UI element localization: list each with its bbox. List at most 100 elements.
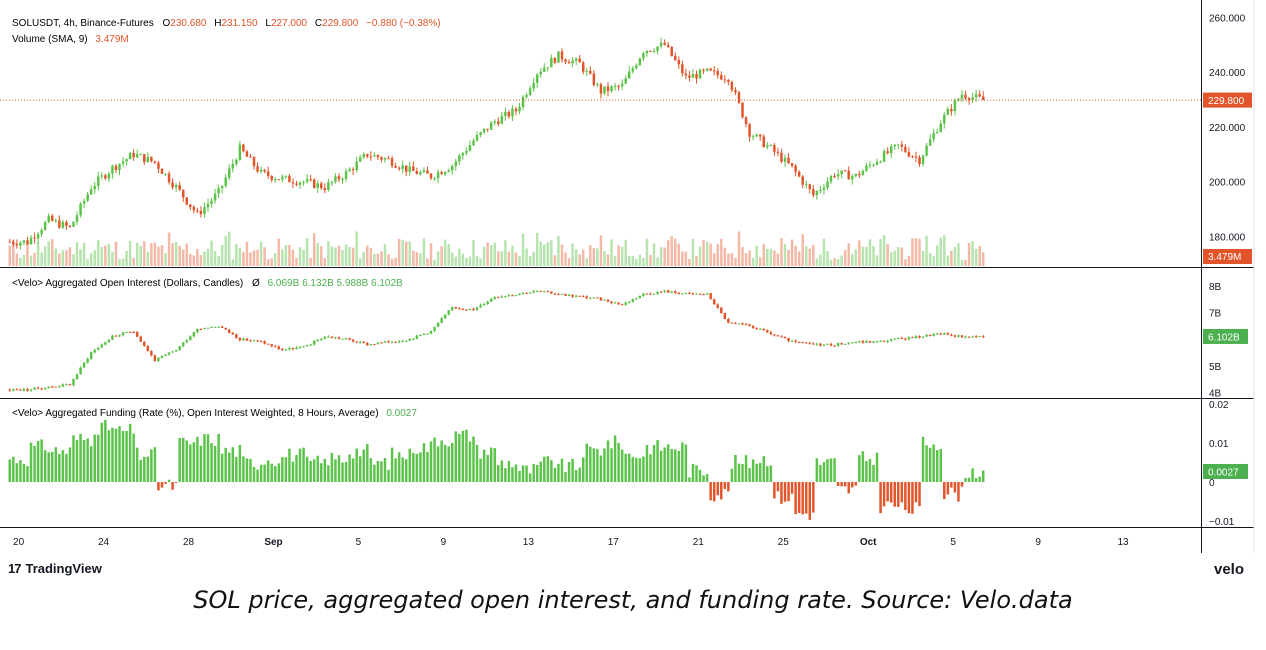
price-candle-body [688, 75, 691, 78]
funding-bar [610, 448, 613, 483]
price-candle-body [189, 204, 192, 208]
oi-candle-body [822, 344, 826, 346]
open-value: 230.680 [170, 18, 207, 29]
volume-bar [656, 257, 659, 266]
funding-bar [433, 437, 436, 483]
volume-bar [394, 257, 397, 266]
price-candle-body [525, 94, 528, 97]
funding-bar [358, 456, 362, 483]
price-badge-bg [1203, 92, 1252, 108]
price-candle-body [245, 151, 249, 157]
price-candle-body [550, 58, 553, 68]
oi-candle-body [412, 338, 415, 340]
price-candle-body [967, 98, 971, 101]
volume-bar [953, 246, 957, 266]
x-tick-label: 25 [778, 537, 790, 548]
oi-candle-body [865, 341, 868, 343]
price-candle-body [631, 68, 635, 72]
volume-bar [298, 247, 302, 266]
volume-bar [419, 253, 422, 266]
oi-candle-body [135, 332, 139, 337]
volume-bar [26, 243, 29, 266]
oi-candle-body [305, 345, 309, 347]
price-candle-body [946, 108, 950, 115]
volume-bar [967, 242, 971, 266]
price-candle-body [808, 184, 812, 190]
oi-candle-body [840, 343, 843, 345]
oi-candle-body [897, 338, 900, 340]
oi-candle-body [58, 386, 61, 388]
volume-bar [787, 249, 790, 266]
x-tick-label: 28 [183, 537, 195, 548]
price-candle-body [26, 240, 29, 245]
volume-bar [567, 258, 571, 266]
funding-bar [489, 447, 493, 483]
volume-bar [723, 247, 727, 266]
price-candle-body [334, 176, 337, 182]
price-candle-body [918, 157, 921, 165]
oi-candle-body [705, 293, 709, 295]
price-candles [8, 37, 985, 250]
volume-bar [33, 252, 36, 266]
price-candle-body [656, 46, 659, 52]
oi-candle-body [606, 299, 610, 302]
price-candle-body [766, 145, 769, 148]
price-candle-body [900, 144, 904, 147]
funding-bar [355, 448, 358, 483]
oi-candle-body [847, 342, 850, 344]
funding-bar [8, 459, 12, 483]
volume-bar [426, 258, 429, 266]
oi-candle-body [100, 344, 104, 348]
price-candle-body [68, 225, 72, 227]
volume-bar [295, 257, 298, 266]
funding-bar [635, 457, 638, 483]
funding-bar [581, 457, 585, 483]
funding-bar [900, 482, 904, 503]
funding-bar [100, 422, 104, 483]
oi-candle-body [295, 347, 298, 350]
volume-bar [716, 243, 719, 266]
price-candle-body [51, 215, 54, 221]
price-candle-body [281, 176, 284, 180]
volume-bar [465, 258, 468, 266]
volume-bar [171, 243, 174, 266]
oi-candle-body [404, 340, 408, 342]
price-candle-body [135, 154, 139, 158]
funding-bar [29, 442, 33, 483]
volume-bar [893, 250, 896, 266]
price-candle-body [419, 172, 422, 175]
volume-bar [928, 253, 932, 266]
oi-candle-body [787, 338, 790, 342]
oi-candle-body [535, 290, 539, 292]
volume-bar [918, 238, 921, 266]
volume-bar [812, 244, 815, 266]
funding-bars [8, 419, 985, 520]
funding-bar [578, 467, 581, 483]
oi-candle-body [291, 347, 295, 350]
price-candle-body [259, 169, 263, 172]
oi-candle-body [443, 314, 447, 319]
price-candle-body [723, 79, 727, 81]
price-candle-body [773, 145, 776, 152]
price-candle-body [185, 197, 189, 205]
funding-bar [914, 482, 918, 503]
price-candle-body [153, 161, 157, 163]
volume-bar [358, 258, 362, 266]
oi-candle-body [139, 336, 142, 342]
oi-candle-body [833, 345, 836, 347]
price-candle-body [928, 139, 932, 146]
price-candle-body [571, 60, 574, 64]
funding-bar [773, 482, 776, 499]
volume-bar [40, 252, 43, 266]
price-candle-body [43, 222, 47, 230]
oi-candle-body [160, 355, 164, 358]
volume-bar [68, 247, 72, 266]
volume-bar [362, 251, 365, 266]
oi-candle-body [238, 338, 242, 341]
price-candle-body [921, 155, 925, 165]
price-candle-body [323, 188, 327, 191]
volume-bar [111, 251, 114, 266]
oi-candle-body [769, 332, 773, 335]
oi-candle-body [281, 348, 284, 351]
price-candle-body [897, 144, 900, 146]
